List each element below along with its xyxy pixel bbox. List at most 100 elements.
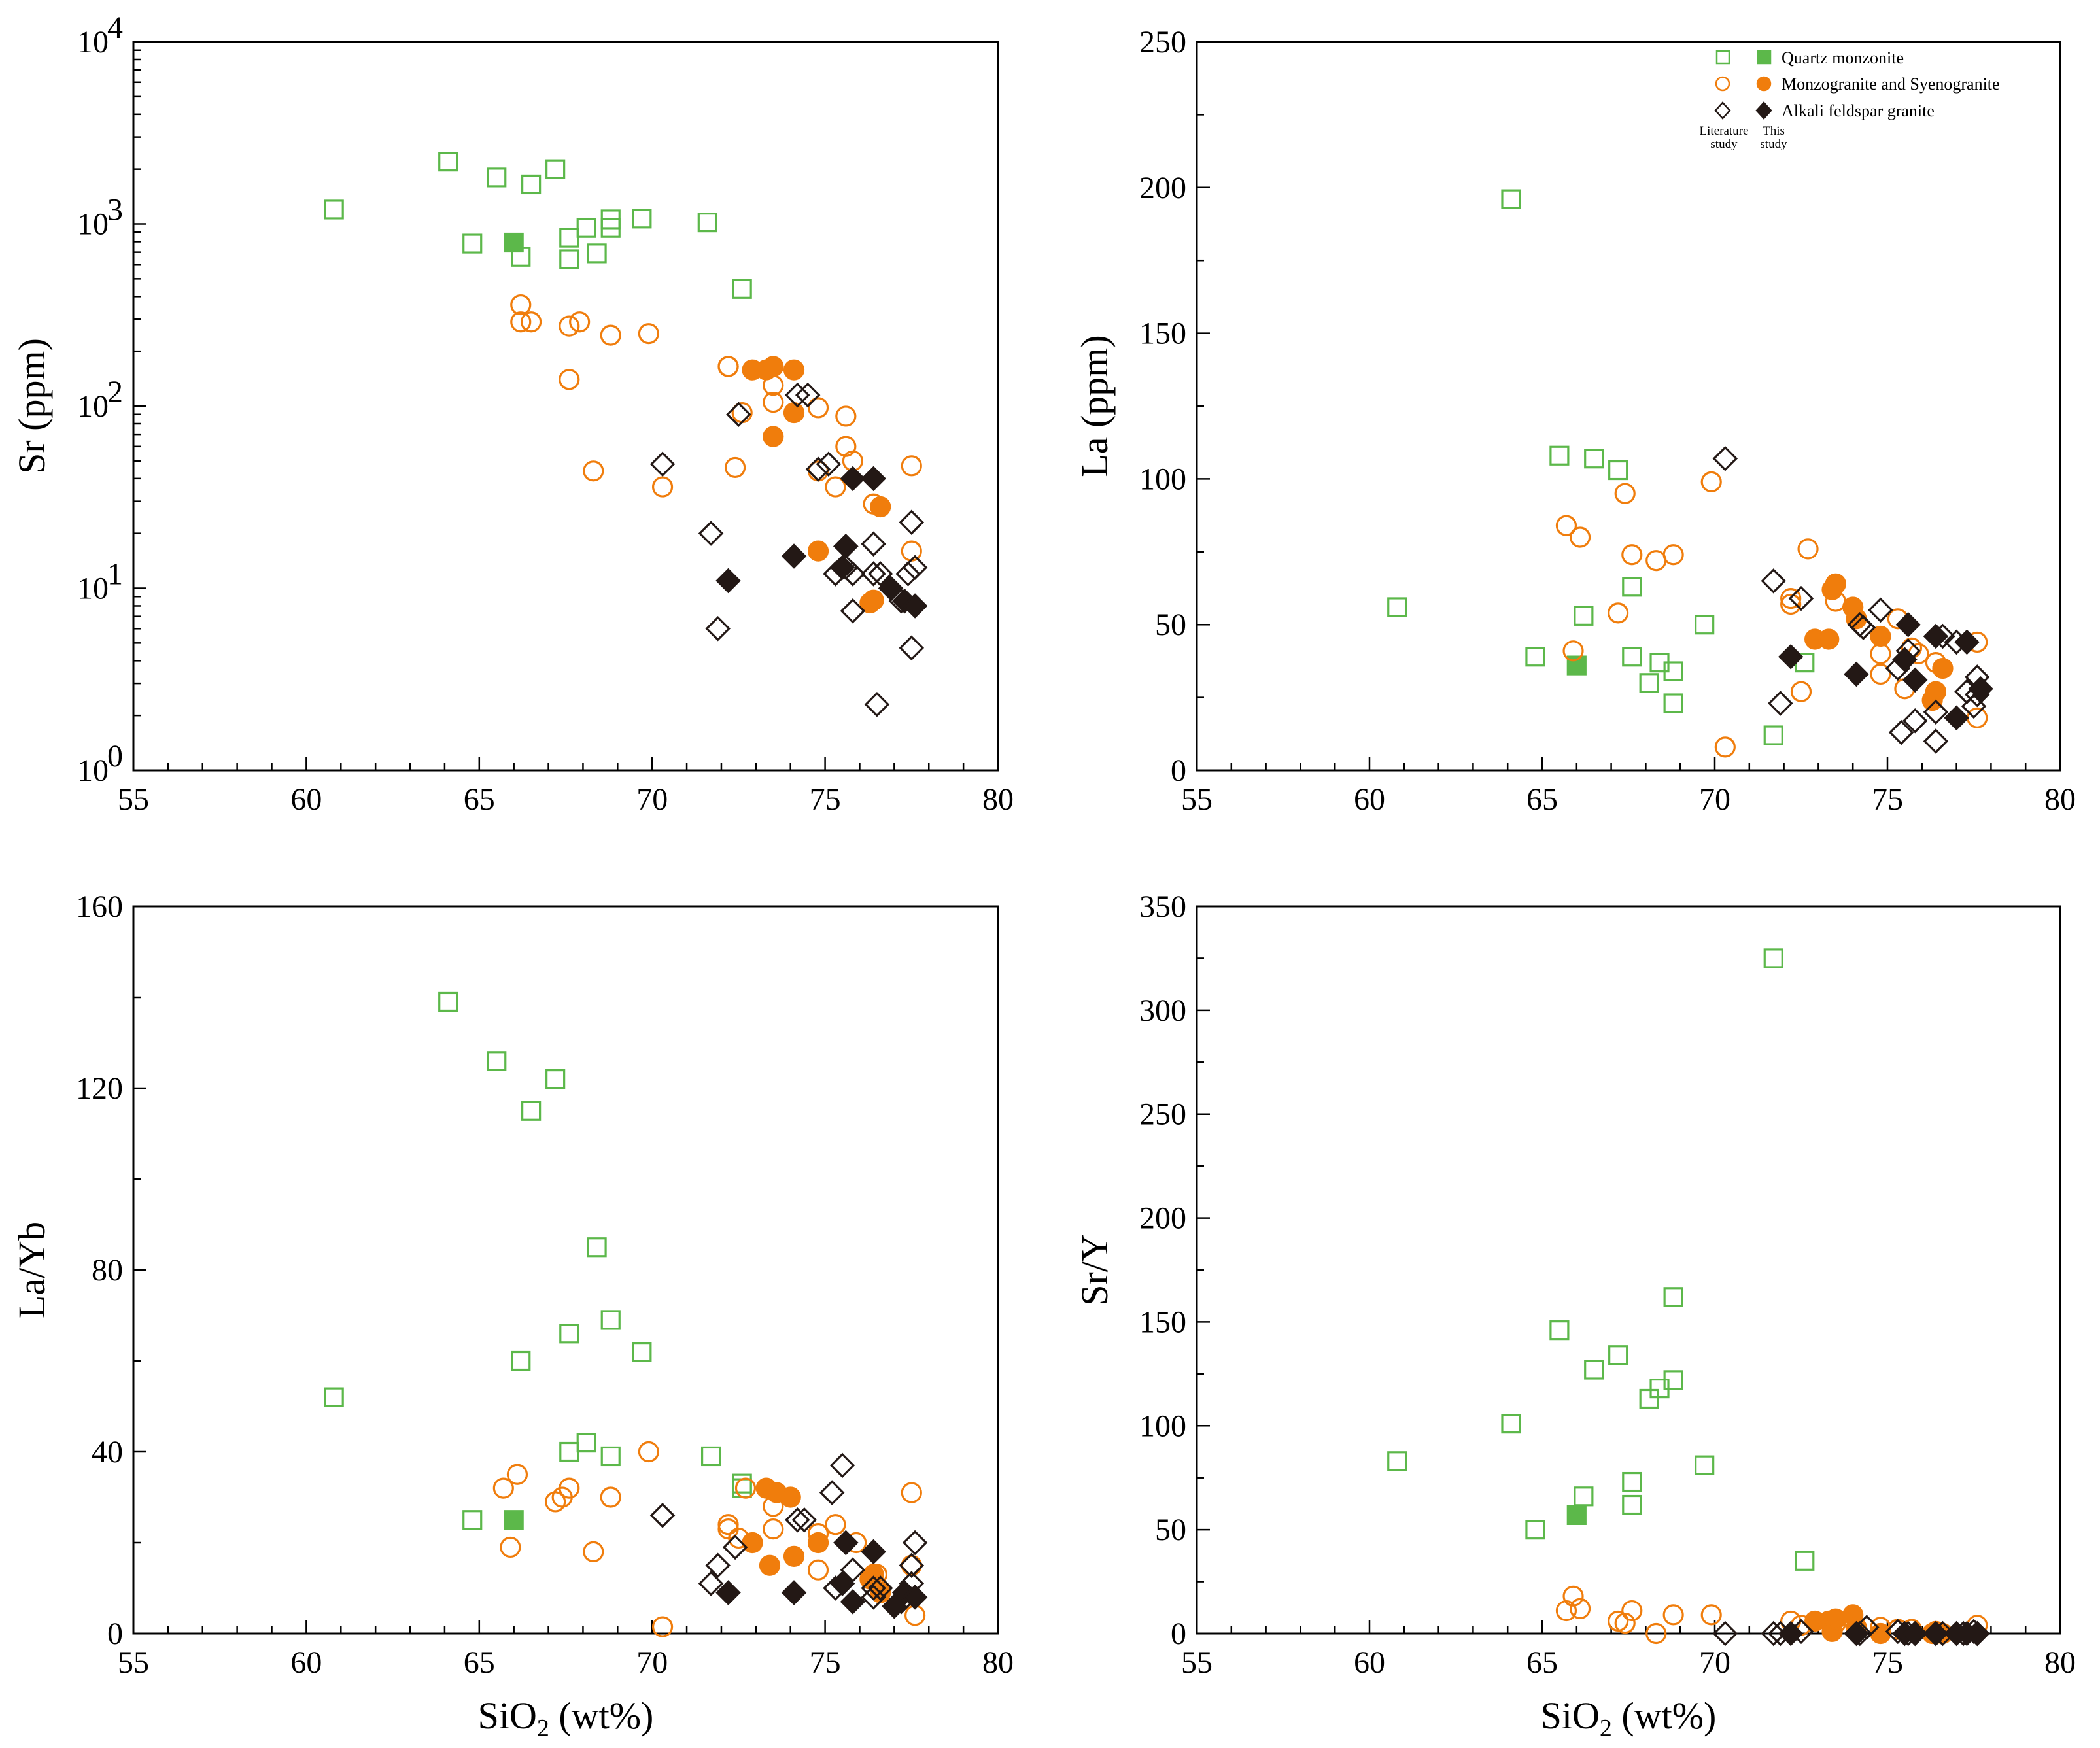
data-point-circle-filled bbox=[1870, 1622, 1891, 1645]
data-point-diamond-open bbox=[1761, 1620, 1787, 1647]
x-tick-label: 70 bbox=[1699, 1645, 1730, 1680]
data-point-square-open bbox=[487, 1051, 507, 1071]
y-tick-label: 150 bbox=[1139, 1305, 1186, 1339]
x-tick-label: 75 bbox=[1872, 1645, 1903, 1680]
data-point-diamond-filled bbox=[902, 1585, 928, 1610]
y-tick-label: 40 bbox=[92, 1435, 123, 1469]
data-point-square-open bbox=[587, 1237, 607, 1258]
x-tick-label: 60 bbox=[290, 782, 322, 817]
y-tick-label: 100 bbox=[1139, 1409, 1186, 1443]
y-tick-exponent: 1 bbox=[107, 557, 123, 592]
data-point-diamond-open bbox=[1923, 699, 1949, 725]
data-point-circle-open bbox=[1780, 587, 1802, 609]
data-point-diamond-open bbox=[861, 1585, 886, 1610]
data-point-diamond-open bbox=[698, 521, 724, 546]
x-tick-label: 70 bbox=[1699, 782, 1730, 817]
data-point-diamond-filled bbox=[833, 1530, 859, 1556]
data-point-circle-open bbox=[651, 476, 674, 498]
y-tick-label: 10 bbox=[77, 572, 109, 606]
data-point-diamond-open bbox=[899, 635, 925, 661]
data-point-square-open bbox=[1663, 1370, 1683, 1390]
data-point-diamond-filled bbox=[882, 1594, 907, 1619]
data-point-square-open bbox=[487, 167, 507, 188]
data-point-square-open bbox=[1584, 449, 1604, 469]
series-square-open bbox=[1387, 189, 1815, 745]
x-tick-label: 60 bbox=[290, 1645, 322, 1680]
data-point-circle-open bbox=[1608, 602, 1629, 624]
data-point-diamond-open bbox=[819, 1480, 845, 1505]
data-point-diamond-open bbox=[1761, 568, 1787, 594]
data-point-diamond-filled bbox=[829, 555, 855, 581]
y-tick-exponent: 4 bbox=[107, 10, 123, 45]
data-point-circle-filled bbox=[1818, 628, 1840, 650]
y-tick-label: 0 bbox=[1171, 753, 1186, 788]
data-point-circle-filled bbox=[780, 1486, 801, 1508]
data-point-square-open bbox=[1622, 647, 1642, 667]
data-point-diamond-open bbox=[840, 598, 866, 624]
y-tick-label: 100 bbox=[1139, 462, 1186, 496]
data-point-square-open bbox=[632, 1342, 652, 1362]
y-axis-label: Sr (ppm) bbox=[10, 338, 53, 474]
data-point-circle-filled bbox=[1932, 657, 1954, 679]
x-tick-label: 55 bbox=[118, 1645, 149, 1680]
data-point-square-open bbox=[1763, 725, 1783, 745]
data-point-square-open bbox=[1525, 1520, 1545, 1540]
data-point-circle-open bbox=[510, 294, 532, 316]
series-square-open bbox=[324, 991, 752, 1530]
data-point-circle-open bbox=[1621, 1600, 1643, 1622]
data-point-square-open bbox=[1622, 577, 1642, 597]
x-tick-label: 65 bbox=[1526, 782, 1558, 817]
data-point-square-open bbox=[587, 243, 607, 264]
data-point-diamond-open bbox=[795, 382, 821, 408]
data-point-diamond-open bbox=[899, 509, 925, 536]
data-point-square-open bbox=[1574, 606, 1594, 626]
data-point-diamond-filled bbox=[861, 466, 886, 492]
y-tick-label: 250 bbox=[1139, 25, 1186, 60]
data-point-diamond-filled bbox=[1892, 647, 1918, 672]
data-point-square-open bbox=[1501, 1414, 1521, 1434]
data-point-square-open bbox=[438, 991, 458, 1012]
data-point-diamond-filled bbox=[1844, 661, 1869, 687]
y-axis-label: La/Yb bbox=[10, 1222, 53, 1318]
y-tick-label: 200 bbox=[1139, 171, 1186, 205]
panel-layb-vs-sio2: 55 60 65 70 75 80 0 40 80 120 160 La/Yb SiO2 (wt%) bbox=[10, 889, 1014, 1742]
data-point-circle-filled bbox=[1825, 1608, 1846, 1630]
plot-frame bbox=[132, 41, 999, 772]
data-point-diamond-open bbox=[1902, 708, 1928, 734]
series-square-open bbox=[1387, 948, 1815, 1571]
data-point-circle-open bbox=[521, 311, 542, 333]
data-point-diamond-filled bbox=[1778, 1620, 1804, 1647]
panel-la-vs-sio2: 55 60 65 70 75 80 0 50 100 150 200 250 La (ppm) bbox=[1073, 25, 2076, 817]
data-point-circle-open bbox=[583, 460, 604, 482]
data-point-circle-open bbox=[600, 1486, 621, 1508]
data-point-circle-open bbox=[825, 476, 846, 498]
data-point-circle-open bbox=[1870, 663, 1891, 685]
x-tick-label: 75 bbox=[810, 1645, 841, 1680]
data-point-circle-open bbox=[1700, 471, 1722, 492]
data-point-square-open bbox=[732, 279, 752, 299]
data-point-circle-open bbox=[1967, 707, 1988, 728]
data-point-circle-open bbox=[1562, 1585, 1584, 1607]
data-point-diamond-open bbox=[791, 1507, 818, 1533]
data-point-circle-open bbox=[734, 1477, 757, 1499]
data-point-diamond-open bbox=[861, 531, 886, 557]
data-point-diamond-open bbox=[698, 1571, 724, 1596]
x-tick-label: 55 bbox=[118, 782, 149, 817]
legend-mg-open-marker bbox=[1715, 76, 1730, 92]
data-point-diamond-filled bbox=[1895, 611, 1921, 638]
data-point-circle-open bbox=[1790, 681, 1812, 702]
data-point-square-open bbox=[324, 1387, 344, 1407]
data-point-diamond-open bbox=[1768, 691, 1793, 716]
data-point-square-open bbox=[1695, 1455, 1715, 1475]
data-point-circle-open bbox=[1569, 526, 1591, 548]
data-point-diamond-filled bbox=[781, 1580, 807, 1605]
data-point-circle-open bbox=[492, 1477, 514, 1499]
data-point-circle-open bbox=[600, 324, 621, 346]
data-point-diamond-filled bbox=[878, 575, 904, 601]
y-tick-label: 50 bbox=[1155, 1513, 1186, 1547]
y-tick-label: 200 bbox=[1139, 1201, 1186, 1236]
data-point-circle-open bbox=[807, 397, 829, 419]
data-point-square-filled bbox=[1566, 1505, 1587, 1526]
data-point-circle-open bbox=[506, 1464, 528, 1485]
